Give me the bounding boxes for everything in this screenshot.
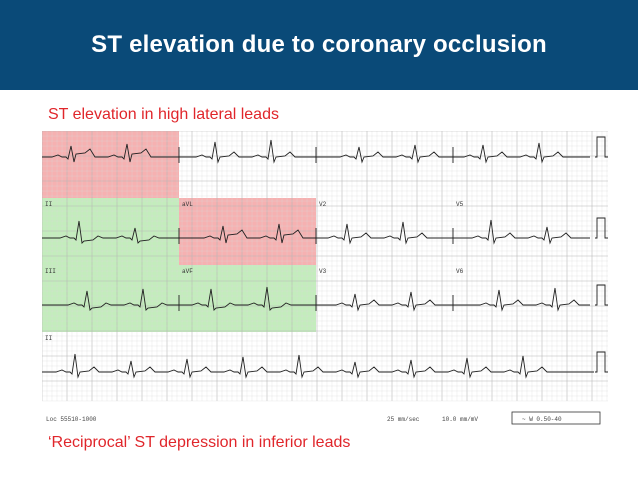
highlight-hl-lead-avl [179,198,316,265]
label-lead-v6: V6 [456,268,464,275]
highlight-layer [42,131,316,332]
label-lead-iii: III [45,268,56,275]
ecg-filter-box [511,411,601,425]
ecg-traces [42,136,608,379]
ecg-gain-text: 10.0 mm/mV [442,416,478,423]
trace-lead-v6 [453,287,590,312]
label-lead-avl: aVL [182,201,193,208]
trace-lead-ii [42,220,179,244]
trace-lead-ii-rhythm [42,353,594,379]
trace-lead-v3 [316,291,453,312]
trace-lead-v1 [316,144,453,164]
ecg-loc-text: Loc 55510-1000 [46,416,97,423]
highlight-hl-lead-iii [42,265,179,332]
label-lead-v3: V3 [319,268,327,275]
label-lead-ii: II [45,201,52,208]
highlight-hl-lead-avf [179,265,316,332]
trace-lead-avr [179,139,316,164]
ecg-graphic: II aVL V2 V5 III aVF V3 V6 II Loc 55510-1000 25 … [42,131,608,425]
trace-lead-avl [179,223,316,244]
ecg-filter-text: ~ W 0.50-40 [522,416,562,423]
label-lead-v2: V2 [319,201,327,208]
label-lead-v5: V5 [456,201,464,208]
trace-lead-v4 [453,142,590,164]
trace-lead-v2 [316,221,453,245]
ecg-footer: Loc 55510-1000 25 mm/sec 10.0 mm/mV ~ W … [46,411,601,425]
ecg-grid [42,131,608,402]
trace-lead-avf [179,286,316,311]
slide-title: ST elevation due to coronary occlusion [91,31,547,58]
lead-labels: II aVL V2 V5 III aVF V3 V6 II [45,201,464,342]
ecg-strip: II aVL V2 V5 III aVF V3 V6 II Loc 55510-1000 25 … [42,131,608,428]
calibration-pulse [595,351,608,373]
calibration-pulse [595,284,608,306]
ecg-speed-text: 25 mm/sec [387,416,420,423]
calibration-pulse [595,217,608,239]
trace-lead-iii [42,288,179,311]
caption-high-lateral: ST elevation in high lateral leads [48,106,279,123]
highlight-hl-lead-i [42,131,179,198]
label-lead-avf: aVF [182,268,193,275]
caption-reciprocal: ‘Reciprocal’ ST depression in inferior l… [48,434,351,451]
trace-lead-v5 [453,219,590,245]
highlight-hl-lead-ii [42,198,179,265]
calibration-pulse [595,136,608,158]
slide-header: ST elevation due to coronary occlusion [0,0,638,90]
label-lead-ii-rhythm: II [45,335,52,342]
trace-lead-i [42,143,179,163]
